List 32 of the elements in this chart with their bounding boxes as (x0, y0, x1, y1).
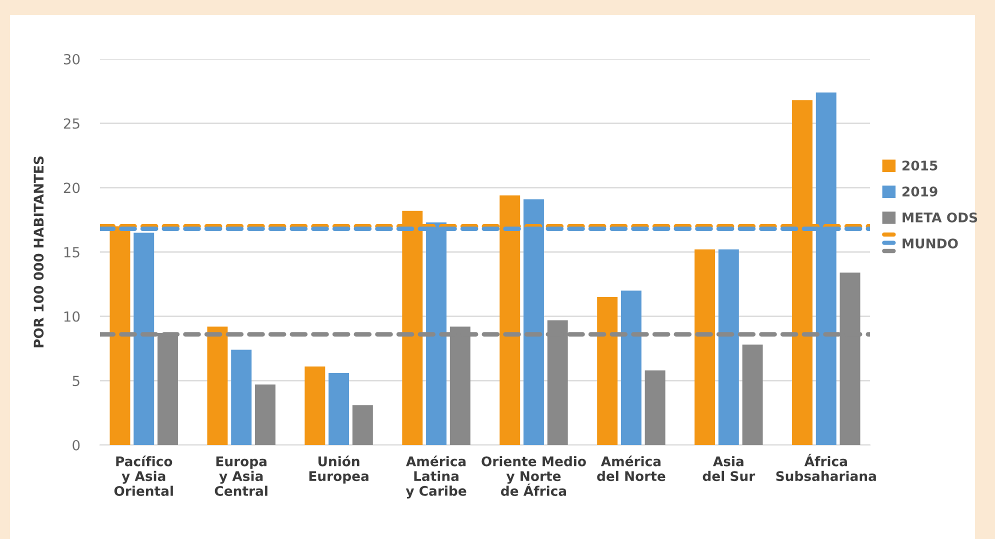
bar (620, 290, 642, 445)
bar (328, 372, 350, 445)
bar (304, 366, 326, 445)
bar (231, 350, 252, 445)
x-tick-label: Asia del Sur (702, 456, 756, 482)
bar (597, 297, 618, 445)
x-tick-label: Pacífico y Asia Oriental (114, 456, 173, 496)
y-tick-label: 20 (64, 182, 80, 194)
y-tick-label: 10 (64, 311, 80, 322)
bar (352, 405, 373, 445)
x-tick-label: África Subsahariana (776, 454, 876, 482)
bar (207, 326, 228, 445)
x-tick-label: América del Norte (597, 456, 666, 482)
legend-label: META ODS (902, 212, 978, 222)
bar (254, 384, 276, 445)
x-tick-label: Europa y Asia Central (214, 456, 268, 496)
bar (742, 344, 763, 445)
y-tick-label: 0 (72, 440, 80, 450)
x-tick-label: América Latina y Caribe (406, 456, 466, 499)
legend-label: 2019 (902, 186, 938, 197)
y-tick-label: 15 (64, 247, 80, 258)
bar (718, 249, 739, 445)
legend-label: 2015 (902, 160, 938, 171)
y-axis-title: POR 100 000 HABITANTES (34, 156, 44, 348)
bar (694, 249, 716, 445)
y-tick-label: 5 (72, 376, 80, 386)
legend-label: MUNDO (902, 238, 958, 248)
x-tick-label: Oriente Medio y Norte de África (482, 456, 586, 496)
x-tick-label: Unión Europea (309, 456, 368, 484)
y-tick-label: 30 (64, 54, 80, 64)
bar (644, 370, 666, 445)
y-tick-label: 25 (64, 118, 80, 129)
